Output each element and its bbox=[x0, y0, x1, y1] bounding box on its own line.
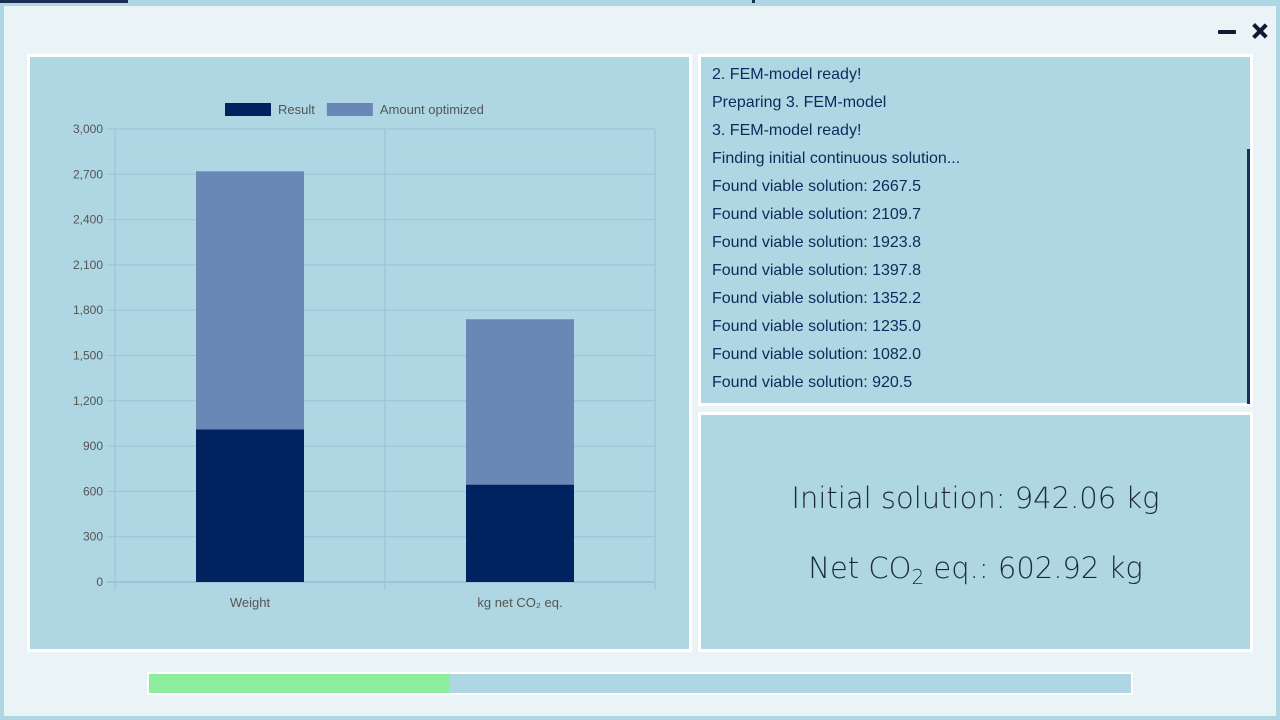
y-tick-label: 2,100 bbox=[73, 258, 103, 272]
log-list: 2. FEM-model ready! Preparing 3. FEM-mode… bbox=[712, 61, 1244, 397]
log-line: Found viable solution: 1923.8 bbox=[712, 234, 922, 251]
net-co2-prefix: Net CO bbox=[808, 551, 912, 585]
y-tick-label: 300 bbox=[83, 530, 103, 544]
window-controls bbox=[1218, 22, 1268, 40]
result-panel: Initial solution: 942.06 kg Net CO2 eq.:… bbox=[698, 412, 1253, 652]
y-tick-label: 1,800 bbox=[73, 303, 103, 317]
initial-solution-text: Initial solution: 942.06 kg bbox=[791, 481, 1160, 515]
log-line: Found viable solution: 1082.0 bbox=[712, 346, 922, 363]
net-co2-suffix: eq.: 602.92 kg bbox=[924, 551, 1143, 585]
legend-swatch bbox=[225, 103, 271, 116]
log-line: Preparing 3. FEM-model bbox=[712, 94, 887, 111]
y-tick-label: 1,200 bbox=[73, 394, 103, 408]
background-mark bbox=[0, 0, 128, 3]
bar-segment bbox=[196, 171, 304, 430]
background-mark bbox=[752, 0, 755, 3]
bar-chart: 0 300 600 900 1,200 1,500 1,800 2,100 2,400 2,700… bbox=[73, 102, 656, 610]
y-tick-label: 3,000 bbox=[73, 122, 103, 136]
net-co2-text: Net CO2 eq.: 602.92 kg bbox=[701, 551, 1250, 589]
x-tick-label: Weight bbox=[230, 595, 271, 610]
log-line: 3. FEM-model ready! bbox=[712, 122, 862, 139]
x-tick-label: kg net CO₂ eq. bbox=[477, 595, 562, 610]
progress-bar bbox=[147, 672, 1133, 695]
y-tick-label: 2,400 bbox=[73, 213, 103, 227]
y-tick-label: 0 bbox=[96, 575, 103, 589]
y-tick-label: 2,700 bbox=[73, 167, 103, 181]
log-line: Found viable solution: 1235.0 bbox=[712, 318, 922, 335]
y-tick-label: 1,500 bbox=[73, 349, 103, 363]
y-tick-label: 600 bbox=[83, 484, 103, 498]
background-strip bbox=[0, 0, 1280, 6]
minimize-icon[interactable] bbox=[1218, 22, 1236, 40]
bar-segment bbox=[196, 429, 304, 582]
progress-fill bbox=[149, 674, 449, 693]
log-panel: 2. FEM-model ready! Preparing 3. FEM-mode… bbox=[698, 54, 1253, 406]
net-co2-subscript: 2 bbox=[911, 565, 925, 589]
legend-swatch bbox=[326, 103, 373, 116]
log-line: Found viable solution: 1352.2 bbox=[712, 290, 922, 307]
log-line: Found viable solution: 2667.5 bbox=[712, 178, 922, 195]
log-scrollbar[interactable] bbox=[1247, 149, 1250, 404]
log-line: 2. FEM-model ready! bbox=[712, 66, 862, 83]
y-tick-label: 900 bbox=[83, 439, 103, 453]
close-icon[interactable] bbox=[1250, 22, 1268, 40]
log-line: Found viable solution: 2109.7 bbox=[712, 206, 922, 223]
chart-panel: 0 300 600 900 1,200 1,500 1,800 2,100 2,400 2,700… bbox=[27, 54, 692, 652]
bar-segment bbox=[466, 319, 574, 485]
log-line: Found viable solution: 1397.8 bbox=[712, 262, 922, 279]
log-line: Found viable solution: 920.5 bbox=[712, 374, 913, 391]
log-line: Finding initial continuous solution... bbox=[712, 150, 961, 167]
legend-label: Amount optimized bbox=[380, 102, 484, 117]
legend-label: Result bbox=[278, 102, 315, 117]
bar-segment bbox=[466, 484, 574, 582]
